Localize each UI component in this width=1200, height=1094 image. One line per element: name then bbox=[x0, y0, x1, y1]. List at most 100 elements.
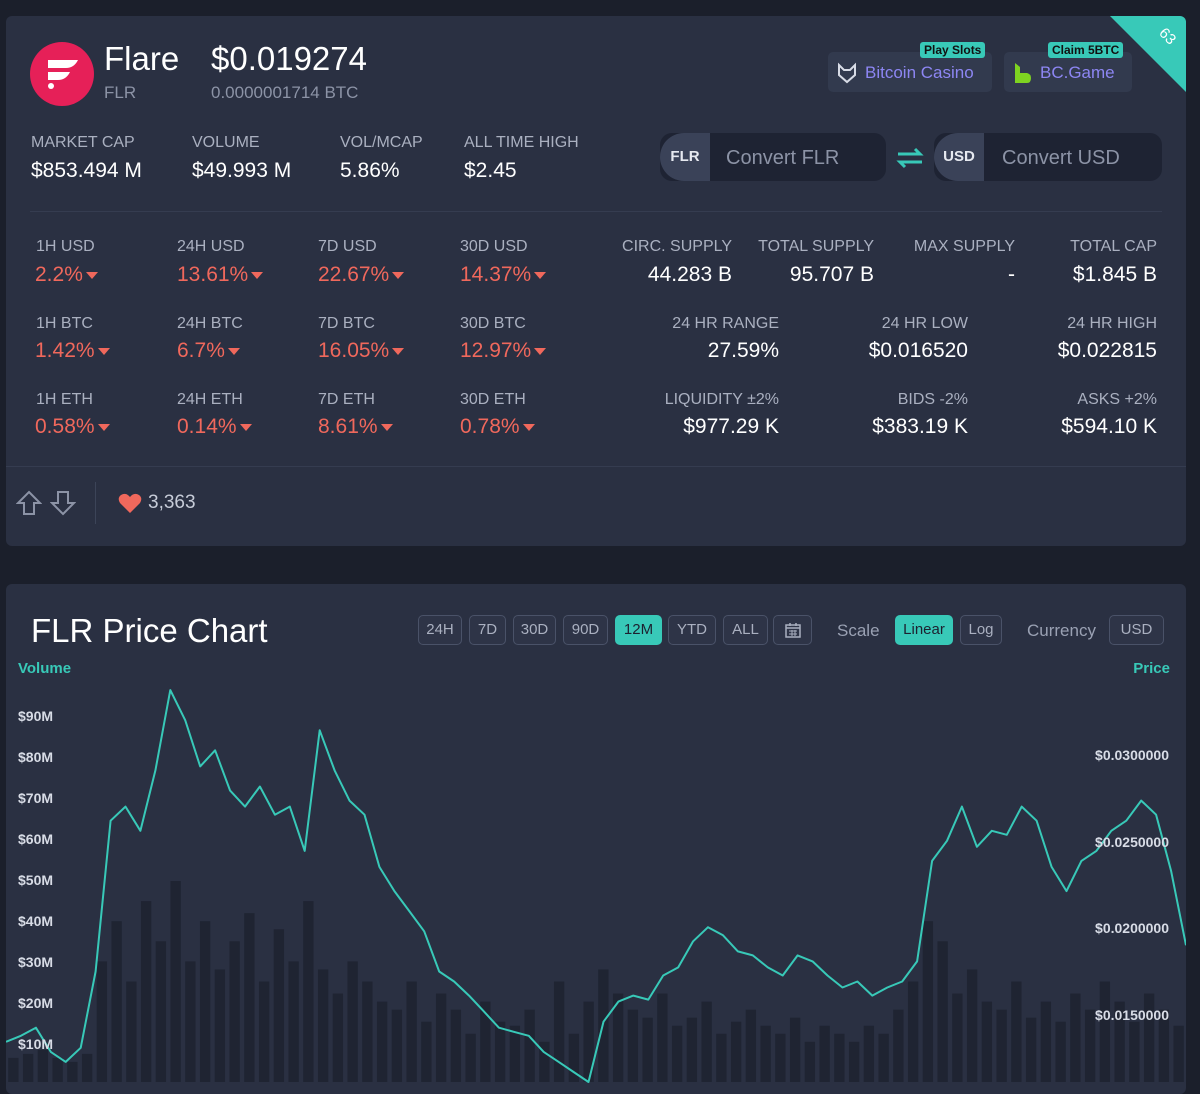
volume-bar bbox=[996, 1009, 1007, 1082]
currency-select[interactable]: USD bbox=[1109, 615, 1164, 645]
convert-flr-input[interactable] bbox=[724, 137, 878, 179]
volume-bar bbox=[494, 1021, 506, 1082]
volume-bar bbox=[288, 961, 299, 1082]
change-value: 6.7% bbox=[177, 339, 240, 363]
convert-usd-field: USD bbox=[934, 133, 1162, 181]
volume-bar bbox=[1055, 1021, 1066, 1082]
volume-bar bbox=[848, 1041, 860, 1082]
period-30d-button[interactable]: 30D bbox=[513, 615, 556, 645]
calendar-icon bbox=[784, 623, 801, 638]
volume-bar bbox=[465, 1033, 476, 1082]
total-cap-label: TOTAL CAP bbox=[1070, 238, 1157, 255]
bids-value: $383.19 K bbox=[872, 415, 968, 438]
change-value: 13.61% bbox=[177, 263, 264, 287]
max-supply-label: MAX SUPPLY bbox=[913, 238, 1015, 255]
volume-bar bbox=[789, 1017, 801, 1082]
down-arrow-icon bbox=[227, 347, 240, 355]
volume-bar bbox=[553, 981, 565, 1082]
volume-bar bbox=[199, 921, 211, 1082]
downvote-icon[interactable] bbox=[50, 490, 76, 516]
change-value: 0.14% bbox=[177, 415, 252, 439]
change-value: 8.61% bbox=[318, 415, 393, 439]
likes-count: 3,363 bbox=[148, 492, 196, 513]
period-ytd-button[interactable]: YTD bbox=[668, 615, 716, 645]
flare-logo-icon bbox=[30, 42, 94, 106]
market-cap-value: $853.494 M bbox=[31, 159, 142, 182]
total-cap-value: $1.845 B bbox=[1072, 263, 1157, 286]
volume-bar bbox=[332, 993, 344, 1082]
change-value: 2.2% bbox=[35, 263, 98, 287]
change-value: 12.97% bbox=[460, 339, 547, 363]
volume-bar bbox=[657, 993, 668, 1082]
volume-bar bbox=[185, 961, 196, 1082]
vol-mcap-label: VOL/MCAP bbox=[340, 134, 423, 151]
change-label: 7D ETH bbox=[318, 391, 375, 408]
volume-bar bbox=[140, 901, 152, 1082]
upvote-icon[interactable] bbox=[16, 490, 42, 516]
volume-value: $49.993 M bbox=[192, 159, 292, 182]
sponsor-bitcoin-casino[interactable]: Bitcoin Casino Play Slots bbox=[828, 42, 992, 92]
change-label: 7D USD bbox=[318, 238, 377, 255]
coin-symbol: FLR bbox=[104, 83, 137, 102]
volume-bar bbox=[170, 881, 181, 1082]
down-arrow-icon bbox=[380, 423, 393, 431]
volume-bar bbox=[1143, 993, 1155, 1082]
volume-tick-label: $50M bbox=[18, 872, 54, 888]
period-90d-button[interactable]: 90D bbox=[563, 615, 608, 645]
range-label: 24 HR RANGE bbox=[672, 315, 779, 332]
volume-bar bbox=[671, 1025, 683, 1082]
liquidity-value: $977.29 K bbox=[683, 415, 779, 438]
volume-bar bbox=[568, 1033, 580, 1082]
calendar-button[interactable] bbox=[773, 615, 812, 645]
volume-bar bbox=[745, 1009, 757, 1082]
convert-flr-field: FLR bbox=[660, 133, 886, 181]
volume-bar bbox=[96, 961, 108, 1082]
period-all-button[interactable]: ALL bbox=[723, 615, 768, 645]
period-24h-button[interactable]: 24H bbox=[418, 615, 462, 645]
volume-bar bbox=[52, 1057, 63, 1082]
max-supply-value: - bbox=[1008, 263, 1015, 286]
change-label: 7D BTC bbox=[318, 315, 375, 332]
vol-mcap-value: 5.86% bbox=[340, 159, 400, 182]
period-7d-button[interactable]: 7D bbox=[469, 615, 506, 645]
market-cap-label: MARKET CAP bbox=[31, 134, 135, 151]
scale-log-button[interactable]: Log bbox=[960, 615, 1002, 645]
sponsor-badge: Play Slots bbox=[920, 42, 986, 58]
change-value: 0.78% bbox=[460, 415, 535, 439]
volume-bar bbox=[67, 1061, 78, 1082]
volume-bar bbox=[730, 1021, 742, 1082]
volume-tick-label: $40M bbox=[18, 913, 54, 929]
volume-bar bbox=[1025, 1017, 1037, 1082]
volume-bar bbox=[421, 1021, 432, 1082]
swap-icon[interactable] bbox=[896, 147, 924, 169]
price-tick-label: $0.0150000 bbox=[1095, 1007, 1169, 1023]
volume-bar bbox=[583, 1001, 594, 1082]
scale-linear-button[interactable]: Linear bbox=[895, 615, 953, 645]
change-label: 30D BTC bbox=[460, 315, 526, 332]
down-arrow-icon bbox=[97, 347, 110, 355]
ath-label: ALL TIME HIGH bbox=[464, 134, 579, 151]
heart-icon[interactable] bbox=[118, 492, 142, 514]
volume-tick-label: $80M bbox=[18, 749, 54, 765]
volume-bar bbox=[406, 981, 417, 1082]
volume-tick-label: $20M bbox=[18, 995, 54, 1011]
period-12m-button[interactable]: 12M bbox=[615, 615, 662, 645]
volume-bar bbox=[244, 913, 255, 1082]
down-arrow-icon bbox=[534, 347, 547, 355]
price-tick-label: $0.0300000 bbox=[1095, 747, 1169, 763]
volume-bar bbox=[952, 993, 963, 1082]
price-tick-label: $0.0200000 bbox=[1095, 920, 1169, 936]
currency-label: Currency bbox=[1027, 621, 1096, 640]
range-value: 27.59% bbox=[707, 339, 779, 362]
change-label: 1H ETH bbox=[36, 391, 93, 408]
volume-bar bbox=[804, 1041, 816, 1082]
convert-usd-input[interactable] bbox=[1000, 137, 1154, 179]
volume-bar bbox=[907, 981, 919, 1082]
flr-currency-tag: FLR bbox=[660, 133, 710, 181]
volume-bar bbox=[509, 1025, 521, 1082]
volume-bar bbox=[362, 981, 373, 1082]
volume-bar bbox=[258, 981, 270, 1082]
volume-bar bbox=[1040, 1001, 1052, 1082]
volume-bar bbox=[922, 921, 934, 1082]
volume-axis-title: Volume bbox=[18, 660, 72, 677]
